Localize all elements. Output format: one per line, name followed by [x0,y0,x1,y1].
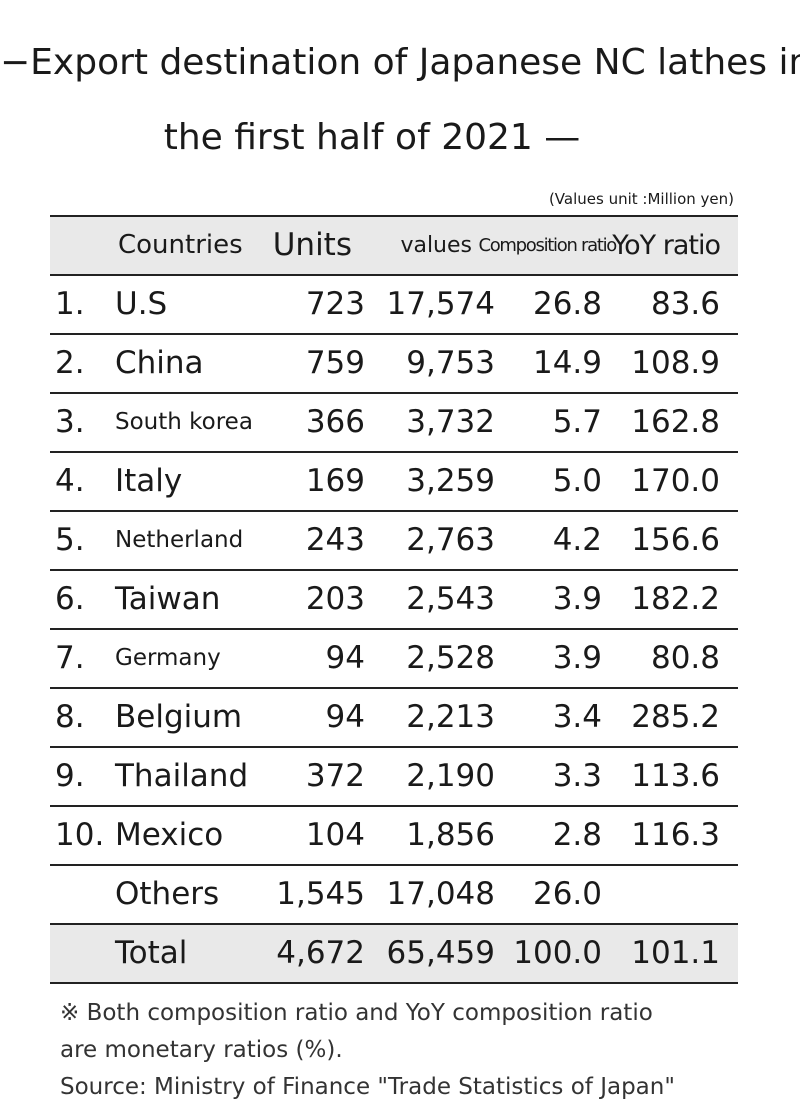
note-line: are monetary ratios (%). [60,1037,343,1063]
cell-yoy: 80.8 [650,640,720,676]
cell-country: Taiwan [115,581,221,617]
table-row: 2. China 759 9,753 14.9 108.9 [50,335,738,394]
cell-yoy: 285.2 [631,699,720,735]
cell-units: 243 [305,522,365,558]
table-row: 7. Germany 94 2,528 3.9 80.8 [50,630,738,689]
cell-country: Italy [115,463,183,499]
unit-note: (Values unit :Million yen) [548,190,734,208]
cell-units: 366 [305,404,365,440]
table-row: 4. Italy 169 3,259 5.0 170.0 [50,453,738,512]
cell-units: 94 [325,640,365,676]
table-row: 9. Thailand 372 2,190 3.3 113.6 [50,748,738,807]
cell-values: 1,856 [406,817,495,853]
cell-units: 372 [305,758,365,794]
cell-values: 17,574 [386,286,495,322]
cell-units: 104 [305,817,365,853]
cell-rank: 10. [55,817,105,853]
cell-country: China [115,345,204,381]
cell-values: 65,459 [386,935,495,971]
cell-values: 2,528 [406,640,495,676]
cell-yoy: 116.3 [631,817,720,853]
table-row: 8. Belgium 94 2,213 3.4 285.2 [50,689,738,748]
header-row: Countries Units values Composition ratio YoY… [50,215,738,276]
note-line: Source: Ministry of Finance "Trade Stati… [60,1074,675,1100]
cell-rank: 4. [55,463,85,499]
cell-country: South korea [115,409,253,435]
cell-rank: 5. [55,522,85,558]
table-row: 3. South korea 366 3,732 5.7 162.8 [50,394,738,453]
cell-units: 759 [305,345,365,381]
cell-country: Mexico [115,817,224,853]
cell-units: 4,672 [276,935,365,971]
header-cell: Composition ratio [478,235,617,256]
cell-country: Thailand [115,758,249,794]
cell-comp: 3.9 [552,640,602,676]
cell-yoy: 101.1 [631,935,720,971]
cell-yoy: 113.6 [631,758,720,794]
cell-units: 169 [305,463,365,499]
table-row: 10. Mexico 104 1,856 2.8 116.3 [50,807,738,866]
table-row: 6. Taiwan 203 2,543 3.9 182.2 [50,571,738,630]
cell-rank: 9. [55,758,85,794]
cell-comp: 2.8 [552,817,602,853]
cell-values: 3,732 [406,404,495,440]
cell-country: Total [115,935,188,971]
cell-comp: 3.4 [552,699,602,735]
table-row: 5. Netherland 243 2,763 4.2 156.6 [50,512,738,571]
cell-rank: 2. [55,345,85,381]
cell-country: U.S [115,286,168,322]
cell-rank: 3. [55,404,85,440]
cell-country: Others [115,876,220,912]
cell-yoy: 162.8 [631,404,720,440]
cell-country: Belgium [115,699,243,735]
table-row: 1. U.S 723 17,574 26.8 83.6 [50,276,738,335]
cell-comp: 26.0 [532,876,602,912]
cell-comp: 5.7 [552,404,602,440]
cell-units: 94 [325,699,365,735]
cell-values: 2,543 [406,581,495,617]
cell-comp: 26.8 [532,286,602,322]
cell-units: 723 [305,286,365,322]
cell-yoy: 108.9 [631,345,720,381]
cell-comp: 4.2 [552,522,602,558]
cell-comp: 100.0 [513,935,602,971]
cell-yoy: 170.0 [631,463,720,499]
cell-country: Germany [115,645,221,671]
header-cell: values [400,233,472,258]
cell-values: 3,259 [406,463,495,499]
table-row: Others 1,545 17,048 26.0 [50,866,738,925]
cell-rank: 1. [55,286,85,322]
cell-values: 2,213 [406,699,495,735]
title-line: the first half of 2021 — [163,117,581,158]
cell-values: 9,753 [406,345,495,381]
table-row: Total 4,672 65,459 100.0 101.1 [50,925,738,984]
note-line: ※ Both composition ratio and YoY composi… [60,1000,653,1026]
title-line: −Export destination of Japanese NC lathe… [0,42,800,83]
cell-units: 1,545 [276,876,365,912]
cell-yoy: 156.6 [631,522,720,558]
cell-units: 203 [305,581,365,617]
cell-comp: 14.9 [532,345,602,381]
cell-comp: 5.0 [552,463,602,499]
cell-comp: 3.9 [552,581,602,617]
cell-rank: 8. [55,699,85,735]
cell-values: 2,190 [406,758,495,794]
header-cell: YoY ratio [612,230,721,261]
header-cell: Units [272,227,352,263]
cell-rank: 6. [55,581,85,617]
cell-comp: 3.3 [552,758,602,794]
cell-country: Netherland [115,527,244,553]
header-cell: Countries [118,230,243,260]
cell-values: 2,763 [406,522,495,558]
cell-rank: 7. [55,640,85,676]
cell-yoy: 83.6 [650,286,720,322]
cell-values: 17,048 [386,876,495,912]
cell-yoy: 182.2 [631,581,720,617]
